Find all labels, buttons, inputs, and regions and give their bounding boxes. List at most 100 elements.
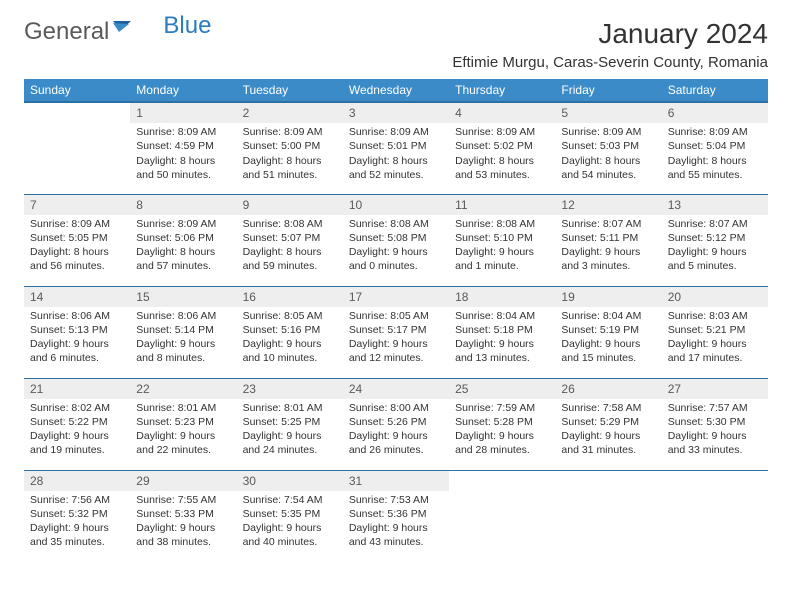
sunset-text: Sunset: 5:33 PM [136, 507, 230, 521]
day-body: Sunrise: 8:03 AMSunset: 5:21 PMDaylight:… [662, 307, 768, 370]
calendar-day: 21Sunrise: 8:02 AMSunset: 5:22 PMDayligh… [24, 378, 130, 470]
day-number: 20 [662, 287, 768, 307]
calendar-week: 21Sunrise: 8:02 AMSunset: 5:22 PMDayligh… [24, 378, 768, 470]
daylight-text: Daylight: 9 hours and 38 minutes. [136, 521, 230, 549]
calendar-day: 14Sunrise: 8:06 AMSunset: 5:13 PMDayligh… [24, 286, 130, 378]
sunset-text: Sunset: 5:36 PM [349, 507, 443, 521]
daylight-text: Daylight: 9 hours and 0 minutes. [349, 245, 443, 273]
calendar-day: 16Sunrise: 8:05 AMSunset: 5:16 PMDayligh… [237, 286, 343, 378]
sunrise-text: Sunrise: 8:09 AM [243, 125, 337, 139]
calendar-week: 14Sunrise: 8:06 AMSunset: 5:13 PMDayligh… [24, 286, 768, 378]
title-block: January 2024 Eftimie Murgu, Caras-Severi… [452, 18, 768, 71]
sunrise-text: Sunrise: 7:57 AM [668, 401, 762, 415]
day-number: 25 [449, 379, 555, 399]
sunrise-text: Sunrise: 8:01 AM [243, 401, 337, 415]
day-number: 8 [130, 195, 236, 215]
sunset-text: Sunset: 5:05 PM [30, 231, 124, 245]
day-header: Sunday [24, 79, 130, 102]
day-body: Sunrise: 8:05 AMSunset: 5:16 PMDaylight:… [237, 307, 343, 370]
sunrise-text: Sunrise: 8:08 AM [349, 217, 443, 231]
sunset-text: Sunset: 5:30 PM [668, 415, 762, 429]
sunrise-text: Sunrise: 7:59 AM [455, 401, 549, 415]
calendar-day: 26 Sunrise: 7:58 AMSunset: 5:29 PMDayligh… [555, 378, 661, 470]
day-body: Sunrise: 7:53 AMSunset: 5:36 PMDaylight:… [343, 491, 449, 554]
sunrise-text: Sunrise: 8:01 AM [136, 401, 230, 415]
sunrise-text: Sunrise: 7:58 AM [561, 401, 655, 415]
sunset-text: Sunset: 5:08 PM [349, 231, 443, 245]
flag-icon [113, 18, 135, 46]
day-header: Friday [555, 79, 661, 102]
daylight-text: Daylight: 8 hours and 53 minutes. [455, 154, 549, 182]
sunrise-text: Sunrise: 8:07 AM [561, 217, 655, 231]
day-body: Sunrise: 8:08 AMSunset: 5:08 PMDaylight:… [343, 215, 449, 278]
day-number: 7 [24, 195, 130, 215]
day-body: Sunrise: 7:57 AMSunset: 5:30 PMDaylight:… [662, 399, 768, 462]
calendar-day: 29Sunrise: 7:55 AMSunset: 5:33 PMDayligh… [130, 470, 236, 562]
sunrise-text: Sunrise: 8:09 AM [668, 125, 762, 139]
calendar-day: 10Sunrise: 8:08 AMSunset: 5:08 PMDayligh… [343, 194, 449, 286]
sunset-text: Sunset: 5:07 PM [243, 231, 337, 245]
daylight-text: Daylight: 9 hours and 43 minutes. [349, 521, 443, 549]
calendar-day: 5Sunrise: 8:09 AMSunset: 5:03 PMDaylight… [555, 102, 661, 194]
day-number: 30 [237, 471, 343, 491]
daylight-text: Daylight: 8 hours and 50 minutes. [136, 154, 230, 182]
calendar-day: 9Sunrise: 8:08 AMSunset: 5:07 PMDaylight… [237, 194, 343, 286]
day-number: 4 [449, 103, 555, 123]
sunset-text: Sunset: 5:06 PM [136, 231, 230, 245]
daylight-text: Daylight: 9 hours and 12 minutes. [349, 337, 443, 365]
calendar-day: 20Sunrise: 8:03 AMSunset: 5:21 PMDayligh… [662, 286, 768, 378]
day-number: 15 [130, 287, 236, 307]
daylight-text: Daylight: 9 hours and 33 minutes. [668, 429, 762, 457]
calendar-day: 18Sunrise: 8:04 AMSunset: 5:18 PMDayligh… [449, 286, 555, 378]
day-body: Sunrise: 8:06 AMSunset: 5:13 PMDaylight:… [24, 307, 130, 370]
sunrise-text: Sunrise: 7:54 AM [243, 493, 337, 507]
daylight-text: Daylight: 9 hours and 31 minutes. [561, 429, 655, 457]
sunrise-text: Sunrise: 8:02 AM [30, 401, 124, 415]
calendar-table: Sunday Monday Tuesday Wednesday Thursday… [24, 79, 768, 562]
sunset-text: Sunset: 5:19 PM [561, 323, 655, 337]
sunset-text: Sunset: 5:16 PM [243, 323, 337, 337]
day-body: Sunrise: 7:55 AMSunset: 5:33 PMDaylight:… [130, 491, 236, 554]
day-header: Wednesday [343, 79, 449, 102]
sunset-text: Sunset: 5:32 PM [30, 507, 124, 521]
day-header-row: Sunday Monday Tuesday Wednesday Thursday… [24, 79, 768, 102]
day-number: 2 [237, 103, 343, 123]
daylight-text: Daylight: 9 hours and 1 minute. [455, 245, 549, 273]
day-body: Sunrise: 8:07 AMSunset: 5:12 PMDaylight:… [662, 215, 768, 278]
day-number: 31 [343, 471, 449, 491]
day-header: Saturday [662, 79, 768, 102]
sunrise-text: Sunrise: 8:06 AM [136, 309, 230, 323]
calendar-day: 24Sunrise: 8:00 AMSunset: 5:26 PMDayligh… [343, 378, 449, 470]
calendar-day: 7Sunrise: 8:09 AMSunset: 5:05 PMDaylight… [24, 194, 130, 286]
day-header: Monday [130, 79, 236, 102]
day-number: 14 [24, 287, 130, 307]
sunset-text: Sunset: 5:29 PM [561, 415, 655, 429]
sunset-text: Sunset: 5:35 PM [243, 507, 337, 521]
day-number: 18 [449, 287, 555, 307]
sunset-text: Sunset: 5:28 PM [455, 415, 549, 429]
calendar-week: 1Sunrise: 8:09 AMSunset: 4:59 PMDaylight… [24, 102, 768, 194]
calendar-day: 23Sunrise: 8:01 AMSunset: 5:25 PMDayligh… [237, 378, 343, 470]
sunrise-text: Sunrise: 8:07 AM [668, 217, 762, 231]
sunrise-text: Sunrise: 8:09 AM [30, 217, 124, 231]
daylight-text: Daylight: 9 hours and 13 minutes. [455, 337, 549, 365]
daylight-text: Daylight: 9 hours and 19 minutes. [30, 429, 124, 457]
day-body: Sunrise: 8:09 AMSunset: 4:59 PMDaylight:… [130, 123, 236, 186]
calendar-day: 1Sunrise: 8:09 AMSunset: 4:59 PMDaylight… [130, 102, 236, 194]
sunset-text: Sunset: 5:02 PM [455, 139, 549, 153]
sunset-text: Sunset: 5:11 PM [561, 231, 655, 245]
calendar-week: 7Sunrise: 8:09 AMSunset: 5:05 PMDaylight… [24, 194, 768, 286]
sunrise-text: Sunrise: 8:09 AM [136, 217, 230, 231]
daylight-text: Daylight: 9 hours and 8 minutes. [136, 337, 230, 365]
day-number: 17 [343, 287, 449, 307]
sunset-text: Sunset: 5:00 PM [243, 139, 337, 153]
day-body: Sunrise: 8:00 AMSunset: 5:26 PMDaylight:… [343, 399, 449, 462]
day-number: 26 [555, 379, 661, 399]
sunset-text: Sunset: 5:01 PM [349, 139, 443, 153]
day-body: Sunrise: 8:07 AMSunset: 5:11 PMDaylight:… [555, 215, 661, 278]
calendar-day [24, 102, 130, 194]
sunrise-text: Sunrise: 8:06 AM [30, 309, 124, 323]
daylight-text: Daylight: 9 hours and 5 minutes. [668, 245, 762, 273]
calendar-day [449, 470, 555, 562]
calendar-day: 25Sunrise: 7:59 AMSunset: 5:28 PMDayligh… [449, 378, 555, 470]
